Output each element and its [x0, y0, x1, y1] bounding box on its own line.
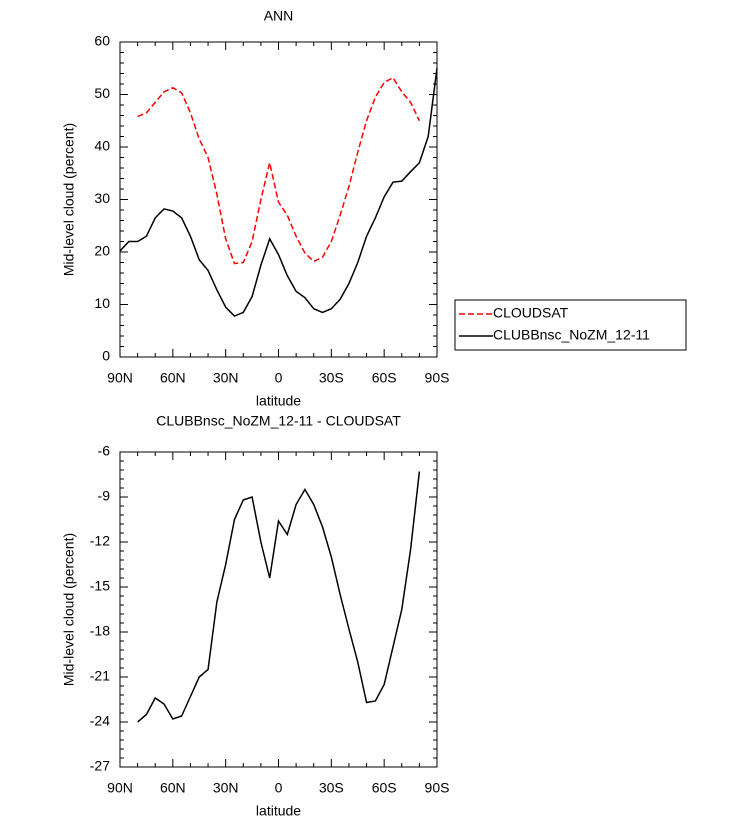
data-line	[137, 471, 421, 723]
y-tick-label: 50	[94, 85, 110, 101]
x-tick-label: 90S	[425, 370, 450, 386]
legend-label: CLOUDSAT	[493, 305, 569, 321]
y-tick-label: -6	[98, 443, 111, 459]
x-tick-label: 0	[275, 780, 283, 796]
x-tick-label: 90N	[107, 780, 133, 796]
y-tick-label: -18	[90, 623, 110, 639]
legend-box	[454, 299, 687, 351]
y-axis-label: Mid-level cloud (percent)	[61, 533, 77, 686]
y-axis-label: Mid-level cloud (percent)	[61, 123, 77, 276]
x-tick-label: 60N	[160, 370, 186, 386]
panel: CLUBBnsc_NoZM_12-11 - CLOUDSAT latitude Mi…	[61, 413, 450, 819]
data-line	[119, 68, 438, 317]
chart-title: CLUBBnsc_NoZM_12-11 - CLOUDSAT	[156, 413, 401, 429]
x-axis-label: latitude	[256, 393, 301, 409]
y-tick-label: -15	[90, 578, 110, 594]
x-axis-label: latitude	[256, 803, 301, 819]
y-tick-label: 40	[94, 138, 110, 154]
x-tick-label: 90N	[107, 370, 133, 386]
y-tick-label: -21	[90, 668, 110, 684]
y-tick-label: -27	[90, 758, 110, 774]
legend-label: CLUBBnsc_NoZM_12-11	[493, 327, 650, 343]
x-tick-label: 30N	[213, 780, 239, 796]
y-tick-label: 60	[94, 33, 110, 49]
x-tick-label: 0	[275, 370, 283, 386]
x-tick-label: 30N	[213, 370, 239, 386]
y-tick-label: -12	[90, 533, 110, 549]
x-tick-label: 90S	[425, 780, 450, 796]
x-tick-label: 60N	[160, 780, 186, 796]
y-tick-label: 10	[94, 295, 110, 311]
x-tick-label: 60S	[372, 780, 397, 796]
y-tick-label: 30	[94, 190, 110, 206]
x-tick-label: 30S	[319, 780, 344, 796]
y-tick-label: 0	[102, 348, 110, 364]
x-tick-label: 30S	[319, 370, 344, 386]
panel: ANN latitude Mid-level cloud (percent) 0 10 2…	[61, 8, 687, 409]
y-tick-label: -9	[98, 488, 111, 504]
data-line	[137, 76, 421, 265]
chart-title: ANN	[264, 8, 294, 24]
y-tick-label: 20	[94, 243, 110, 259]
plot-frame	[119, 451, 438, 768]
y-tick-label: -24	[90, 713, 110, 729]
x-tick-label: 60S	[372, 370, 397, 386]
plot-frame	[119, 41, 438, 358]
